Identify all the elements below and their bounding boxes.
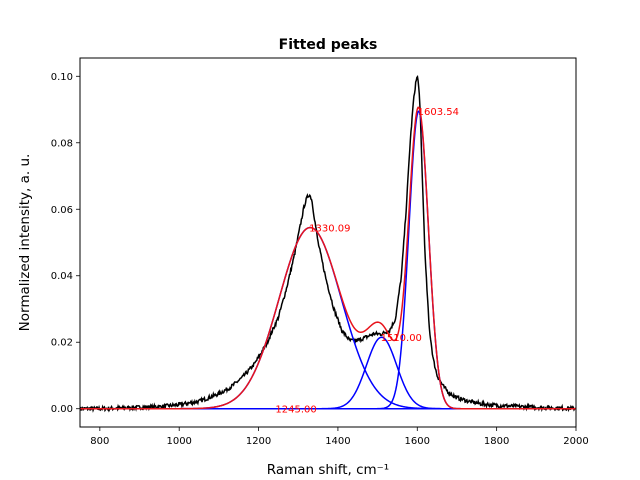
measured-spectrum-line bbox=[80, 74, 576, 413]
x-tick-label: 800 bbox=[90, 436, 109, 447]
fitted-peak-line bbox=[80, 336, 576, 410]
x-tick-label: 1000 bbox=[166, 436, 191, 447]
x-tick-label: 1600 bbox=[405, 436, 430, 447]
axis-ticks: 800 1000 1200 1400 1600 1800 2000 0.00 0.02 0.04 0… bbox=[51, 72, 589, 447]
x-tick-label: 1400 bbox=[325, 436, 350, 447]
y-axis-label: Normalized intensity, a. u. bbox=[17, 154, 33, 332]
peak-label: 1330.09 bbox=[309, 224, 350, 235]
peak-label: 1603.54 bbox=[418, 107, 459, 118]
x-tick-label: 2000 bbox=[563, 436, 588, 447]
y-tick-label: 0.00 bbox=[51, 404, 73, 415]
y-tick-label: 0.02 bbox=[51, 338, 73, 349]
y-tick-label: 0.04 bbox=[51, 271, 73, 282]
y-tick-label: 0.06 bbox=[51, 205, 73, 216]
plot-frame bbox=[79, 57, 577, 428]
chart-title: Fitted peaks bbox=[279, 37, 378, 53]
x-tick-label: 1800 bbox=[484, 436, 509, 447]
y-tick-label: 0.10 bbox=[51, 72, 73, 83]
x-axis-label: Raman shift, cm⁻¹ bbox=[267, 462, 389, 478]
cumulative-fit-line bbox=[80, 106, 576, 410]
peak-label: 1245.00 bbox=[275, 405, 316, 416]
plot-area bbox=[80, 74, 576, 413]
y-tick-label: 0.08 bbox=[51, 138, 73, 149]
fitted-peak-line bbox=[80, 110, 576, 410]
peak-label: 1510.00 bbox=[381, 333, 422, 344]
x-tick-label: 1200 bbox=[246, 436, 271, 447]
